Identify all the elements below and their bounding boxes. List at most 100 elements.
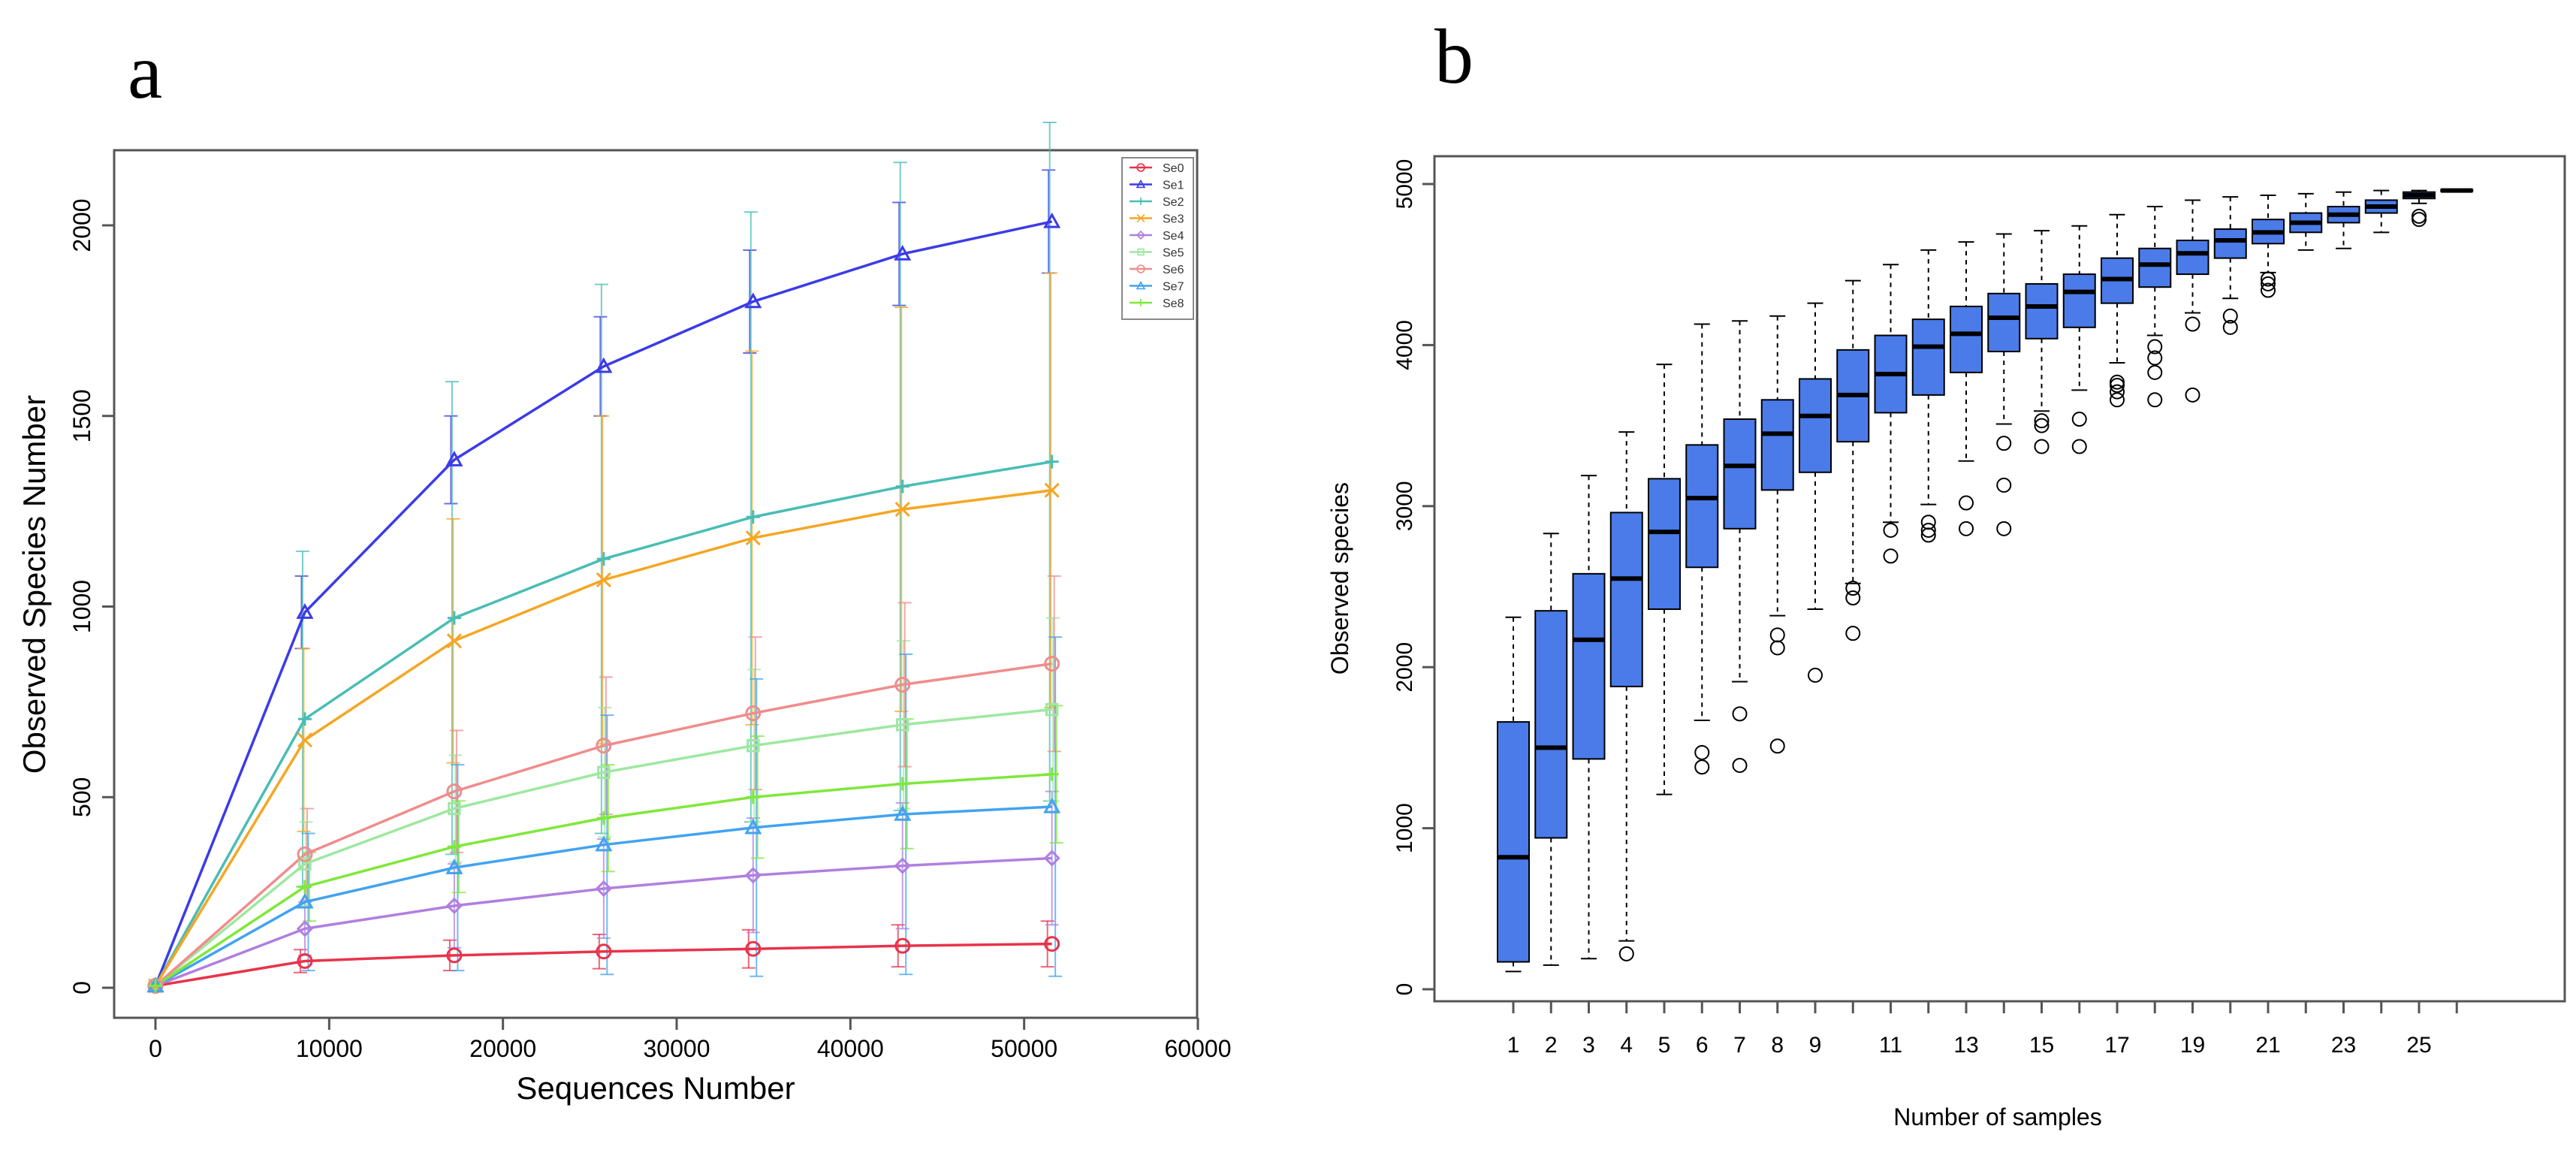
legend-se5-marker [1137,248,1145,256]
box-outlier [2110,374,2125,390]
se2-point [895,479,909,494]
box-outlier [1845,590,1861,606]
chart-b-x-tick-label: 21 [2255,1033,2280,1058]
box-outlier [1920,515,1936,530]
se1-point [296,603,314,619]
chart-b-x-tick-label: 6 [1696,1033,1709,1058]
chart-a-x-axis: 0 10000 20000 30000 40000 50000 60000 [149,1016,1231,1062]
se8-point [1045,767,1059,781]
box [1911,249,1945,543]
box-outlier [2110,392,2125,408]
se3-point [1044,482,1060,498]
se1-line [154,220,1053,987]
legend-se5-label: Se5 [1163,247,1184,260]
chart-b-x-tick-label: 5 [1658,1033,1671,1058]
chart-b-x-tick-label: 11 [1879,1033,1902,1058]
se5-line [154,708,1052,987]
se6-point [297,846,313,862]
chart-a-y-tick-label: 500 [68,777,95,817]
se7-point [894,804,912,821]
se6-point [446,783,463,800]
se4-point [1043,850,1060,867]
box [1534,533,1568,966]
se2-point [447,611,461,625]
se3-point [894,502,910,518]
box-iqr [1609,512,1643,687]
se4-point [595,880,612,898]
chart-a-series-markers [146,212,1061,995]
box-iqr [2062,273,2096,328]
se5-point [448,801,461,816]
box-iqr [1685,444,1719,569]
box [1987,233,2021,536]
box-outlier [1996,477,2012,493]
box-outlier [1769,640,1785,656]
se3-point [297,732,313,748]
se6-point [745,705,762,722]
box-iqr [1760,399,1794,491]
box-outlier [1959,521,1974,536]
chart-a-x-tick-label: 30000 [644,1035,710,1062]
chart-b-y-tick-label: 3000 [1392,481,1417,531]
se6-point [894,677,911,693]
se4-line [155,856,1052,988]
se0-point [596,943,612,960]
se8-point [596,811,611,826]
se3-point [446,633,462,649]
legend-se1-label: Se1 [1163,180,1184,192]
se2-point [297,712,312,726]
box-outlier [1769,738,1785,754]
box-outlier [2261,276,2276,291]
rarefaction-chart: 0 500 1000 1500 2000 0 10000 20000 30000 40000 50… [17,121,1231,1106]
legend-se7-marker [1136,280,1146,290]
box-outlier [2110,384,2125,400]
se6-line [154,662,1052,987]
chart-b-x-tick-label: 15 [2029,1033,2054,1058]
box-outlier [2222,308,2238,324]
box-outlier [1883,548,1899,564]
chart-a-x-tick-label: 40000 [817,1035,884,1062]
chart-a-y-tick-label: 0 [68,981,95,995]
box [2062,225,2096,454]
se8-point [895,777,909,791]
se4-point [744,867,762,884]
box [1497,616,1530,973]
box [2101,213,2134,408]
chart-b-x-tick-label: 4 [1620,1033,1633,1058]
legend-se2-label: Se2 [1163,196,1184,209]
box-iqr [1534,610,1568,839]
box [2138,206,2172,408]
box-outlier [1959,495,1974,511]
box [2025,230,2059,454]
box [2252,195,2285,298]
chart-a-x-tick-label: 20000 [469,1035,536,1062]
box-outlier [2071,412,2087,427]
box [2289,192,2323,251]
se3-point [745,530,761,546]
se7-line [155,805,1052,987]
box-iqr [1572,572,1606,760]
se7-point [445,859,463,874]
box-iqr [2025,282,2059,340]
legend-se2-marker [1137,198,1145,205]
se7-point [744,818,762,835]
se6-point [596,738,612,754]
se5-point [1045,702,1059,717]
se7-point [595,835,613,852]
legend-se8-label: Se8 [1163,297,1184,310]
box-outlier [2147,339,2163,355]
se3-point [596,572,611,588]
chart-a-y-tick-label: 2000 [68,198,95,252]
box-outlier [1920,522,1936,538]
chart-a-y-label: Observed Species Number [17,395,52,774]
box [1723,320,1757,773]
se5-point [896,718,909,732]
chart-b-x-label: Number of samples [1893,1103,2101,1130]
chart-b-x-tick-label: 13 [1953,1033,1978,1058]
se1-point [445,451,463,466]
se7-point [1043,797,1061,813]
box-iqr [1648,478,1681,611]
box [2327,191,2360,249]
